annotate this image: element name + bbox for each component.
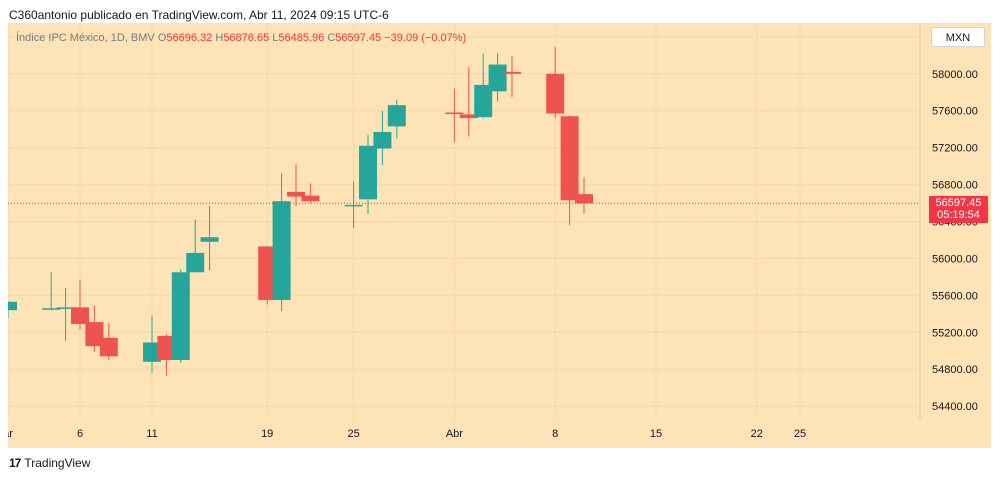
candle-body: [99, 337, 118, 357]
candle: [387, 99, 406, 139]
candle-body: [258, 246, 277, 300]
candle-body: [359, 145, 377, 200]
time-tick-label: 25: [794, 428, 806, 440]
candle: [459, 67, 478, 137]
candlestick-chart[interactable]: 54400.00 54800.00 55200.00 55600.00 56000.00…: [8, 23, 991, 448]
candle: [575, 177, 593, 214]
candle: [99, 323, 118, 360]
legend-symbol: Índice IPC México, 1D, BMV: [16, 32, 155, 44]
legend-low-value: 56485.96: [278, 32, 325, 44]
price-tick-label: 54400.00: [932, 401, 978, 413]
candle: [503, 56, 521, 97]
candle-body: [8, 301, 17, 311]
footer-brand: TradingView: [24, 456, 91, 470]
candle: [488, 53, 507, 102]
candle: [186, 219, 205, 273]
candle-body: [445, 112, 464, 115]
candle: [42, 272, 61, 311]
candle-body: [344, 204, 363, 207]
publication-caption: C360antonio publicado en TradingView.com…: [9, 8, 389, 22]
candle-body: [301, 195, 320, 202]
price-tick-label: 57600.00: [932, 106, 978, 118]
candle-body: [560, 116, 579, 201]
candle-body: [157, 335, 176, 360]
price-tick-label: 55200.00: [932, 327, 978, 339]
time-tick-label: 22: [751, 428, 763, 440]
candle-body: [387, 105, 406, 127]
plot-background: [8, 23, 991, 448]
tradingview-logo-icon: 17: [9, 456, 21, 470]
price-tick-label: 57200.00: [932, 143, 978, 155]
candle: [272, 173, 291, 312]
candle-body: [71, 307, 89, 324]
legend-open-label: O: [157, 32, 167, 44]
price-tick-label: 54800.00: [932, 364, 978, 376]
candle-body: [287, 191, 305, 197]
candle: [8, 300, 17, 319]
legend-close-value: 56597.45: [335, 32, 382, 44]
ohlc-legend: Índice IPC México, 1D, BMV O56696.32 H56…: [16, 32, 466, 44]
candle: [157, 334, 176, 376]
candle-body: [272, 201, 291, 300]
candle: [445, 88, 464, 143]
time-tick-label: 25: [347, 428, 359, 440]
candle-body: [85, 322, 104, 347]
bar-countdown: 05:19:54: [937, 209, 980, 222]
time-tick-label: 15: [650, 428, 662, 440]
candle-body: [42, 308, 61, 310]
legend-open-value: 56696.32: [166, 32, 213, 44]
candle: [359, 134, 377, 215]
candle: [56, 287, 75, 341]
currency-button[interactable]: MXN: [931, 27, 985, 47]
tradingview-footer[interactable]: 17 TradingView: [9, 456, 90, 470]
time-axis[interactable]: ar 6 11 19 25 Abr 8 15 22 25: [8, 428, 806, 440]
candle: [85, 305, 104, 352]
time-tick-label: ar: [8, 428, 13, 440]
candle-body: [474, 84, 493, 118]
last-price-value: 56597.45: [935, 197, 982, 210]
candle: [200, 205, 219, 271]
candle-body: [503, 71, 521, 74]
candle-body: [373, 131, 392, 149]
candle-body: [488, 64, 507, 92]
time-tick-label: 19: [261, 428, 273, 440]
time-tick-label: 11: [146, 428, 157, 440]
candle: [171, 269, 190, 363]
candle-body: [56, 307, 75, 309]
candle: [560, 115, 579, 226]
last-price-tag: 56597.45 05:19:54: [929, 196, 988, 224]
candle-body: [575, 194, 593, 204]
candle: [344, 181, 363, 228]
candle-body: [143, 342, 161, 362]
candle: [546, 47, 565, 119]
candle: [258, 245, 277, 305]
price-tick-label: 58000.00: [932, 69, 978, 81]
candle-body: [459, 114, 478, 119]
candles: [8, 47, 593, 376]
price-tick-label: 56000.00: [932, 253, 978, 265]
price-tick-label: 56800.00: [932, 180, 978, 192]
legend-high-value: 56876.65: [223, 32, 270, 44]
legend-low-label: L: [272, 32, 279, 44]
time-tick-label: Abr: [446, 428, 463, 440]
candle-body: [200, 237, 219, 242]
candle: [287, 164, 305, 206]
candle-body: [186, 252, 205, 273]
candle: [71, 279, 89, 330]
candle: [143, 315, 161, 373]
candle: [373, 110, 392, 166]
legend-close-label: C: [327, 32, 336, 44]
time-tick-label: 6: [77, 428, 83, 440]
legend-change: −39.09 (−0.07%): [384, 32, 467, 44]
candle-body: [546, 73, 565, 114]
legend-high-label: H: [215, 32, 224, 44]
price-tick-label: 55600.00: [932, 290, 978, 302]
candle: [301, 183, 320, 204]
candle: [474, 53, 493, 119]
candle-body: [171, 272, 190, 360]
time-tick-label: 8: [552, 428, 558, 440]
